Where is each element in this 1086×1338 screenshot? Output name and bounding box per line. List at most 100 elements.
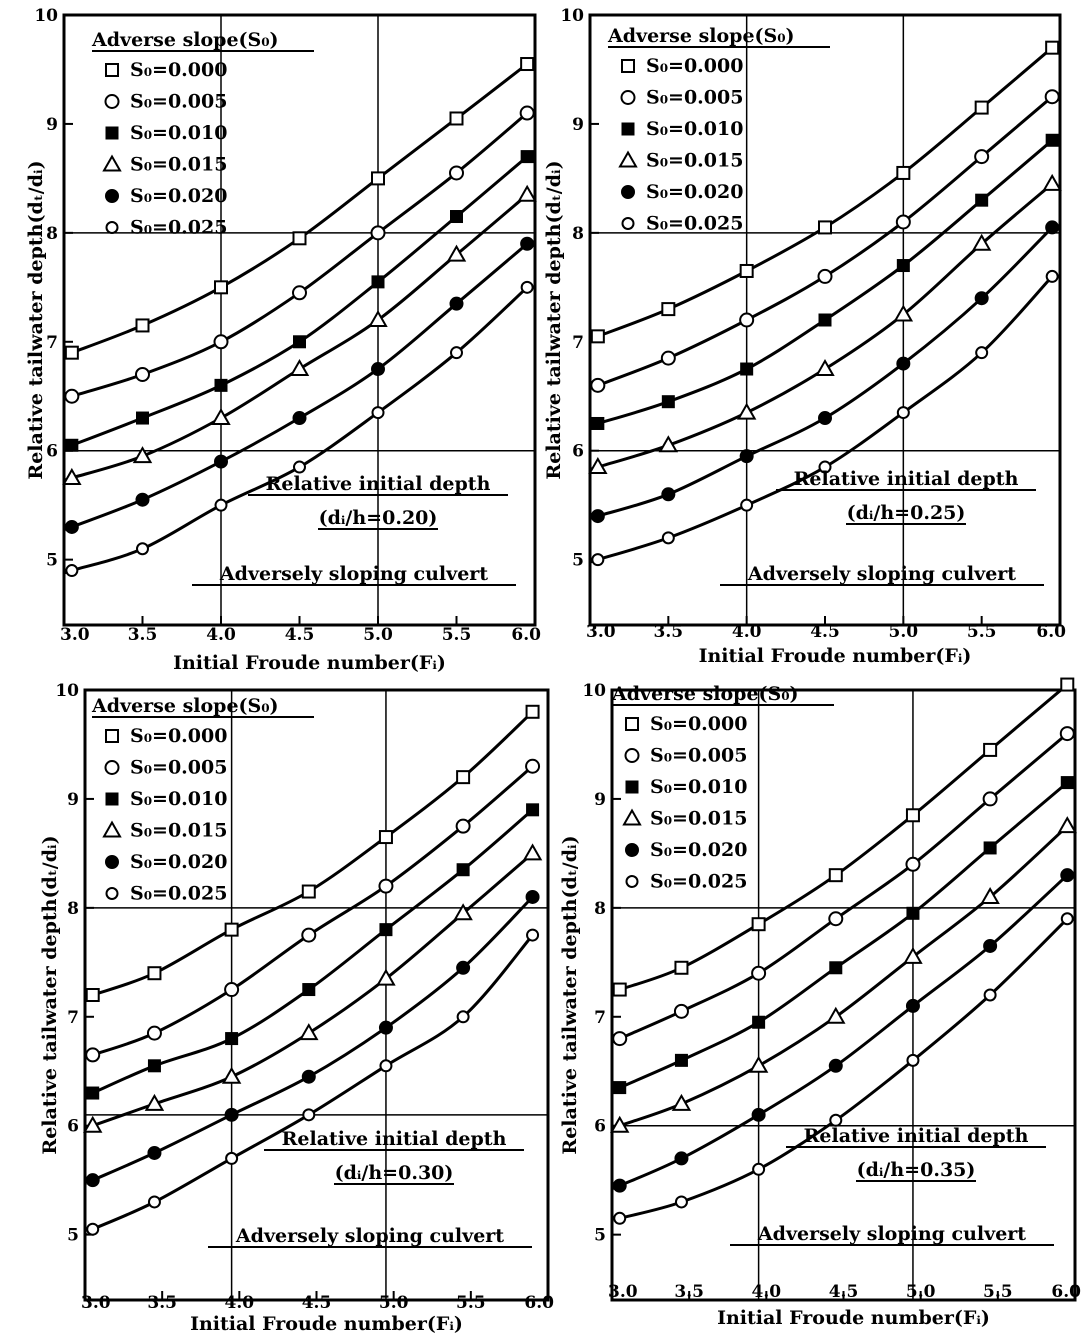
data-point <box>661 395 675 409</box>
y-tick-label: 7 <box>46 333 58 353</box>
data-point <box>146 1025 162 1041</box>
y-axis-label: Relative tailwater depth(dₜ/dᵢ) <box>25 160 47 479</box>
plot-frame <box>83 688 550 1302</box>
legend-marker <box>625 875 639 888</box>
data-point <box>378 1020 393 1035</box>
x-tick-label: 6.0 <box>1051 1282 1081 1302</box>
y-axis-label: Relative tailwater depth(dₜ/dᵢ) <box>559 835 581 1154</box>
data-point <box>449 296 464 311</box>
data-point <box>613 1081 627 1095</box>
data-point <box>525 889 540 904</box>
data-point <box>895 214 911 230</box>
data-point <box>86 1222 100 1236</box>
data-point <box>293 460 306 474</box>
data-point <box>293 335 306 349</box>
data-point <box>906 906 920 920</box>
x-tick-label: 4.5 <box>810 622 840 642</box>
data-point <box>64 345 79 360</box>
data-point <box>224 1107 239 1122</box>
legend-title: Adverse slope(S₀) <box>91 29 279 51</box>
legend-marker <box>102 154 122 172</box>
data-point <box>983 988 997 1002</box>
y-tick-label: 7 <box>594 1008 606 1028</box>
data-point <box>1045 269 1059 283</box>
legend-marker <box>621 122 635 136</box>
data-point <box>449 111 464 126</box>
data-point <box>449 165 464 181</box>
x-tick-label: 6.0 <box>1036 622 1066 642</box>
legend-entry: S₀=0.025 <box>130 217 227 239</box>
data-point <box>292 411 307 426</box>
x-tick-label: 3.5 <box>654 622 684 642</box>
y-tick-label: 7 <box>572 333 584 353</box>
data-point <box>1045 133 1059 147</box>
data-point <box>983 938 998 953</box>
y-tick-label: 6 <box>572 442 584 462</box>
depth-annotation-title: Relative initial depth <box>794 468 1019 490</box>
data-point <box>612 982 627 997</box>
y-tick-label: 6 <box>67 1117 79 1137</box>
x-axis-label: Initial Froude number(Fᵢ) <box>173 652 446 674</box>
culvert-annotation: Adversely sloping culvert <box>235 1225 504 1247</box>
y-tick-label: 6 <box>46 442 58 462</box>
x-tick-label: 6.0 <box>511 625 541 645</box>
x-tick-label: 5.5 <box>442 625 472 645</box>
data-point <box>368 309 388 327</box>
data-point <box>519 105 535 121</box>
data-point <box>147 1145 162 1160</box>
data-point <box>371 275 385 289</box>
data-point <box>739 263 754 278</box>
data-point <box>751 965 767 981</box>
data-point <box>896 165 911 180</box>
data-point <box>905 808 920 823</box>
data-point <box>896 356 911 371</box>
x-tick-label: 3.0 <box>60 625 90 645</box>
data-point <box>301 1069 316 1084</box>
data-point <box>660 350 676 366</box>
data-point <box>1045 220 1060 235</box>
data-point <box>370 225 386 241</box>
legend-marker <box>105 63 119 77</box>
data-point <box>975 193 989 207</box>
data-point <box>520 236 535 251</box>
y-axis-label: Relative tailwater depth(dₜ/dᵢ) <box>39 835 61 1154</box>
depth-annotation-title: Relative initial depth <box>266 473 491 495</box>
data-point <box>214 498 228 512</box>
data-point <box>455 818 471 834</box>
data-point <box>1042 173 1062 191</box>
depth-annotation-title: Relative initial depth <box>804 1125 1029 1147</box>
data-point <box>456 770 471 785</box>
culvert-annotation: Adversely sloping culvert <box>219 563 488 585</box>
x-tick-label: 5.0 <box>889 622 919 642</box>
x-tick-label: 4.0 <box>206 625 236 645</box>
legend-entry: S₀=0.020 <box>646 181 743 203</box>
legend-marker <box>621 185 635 199</box>
y-tick-label: 5 <box>572 551 584 571</box>
legend-marker <box>104 94 120 109</box>
data-point <box>982 791 998 807</box>
legend-entry: S₀=0.015 <box>646 150 743 172</box>
x-tick-label: 3.5 <box>147 1293 177 1313</box>
data-point <box>301 927 317 943</box>
data-point <box>132 446 153 464</box>
x-tick-label: 4.0 <box>752 1282 782 1302</box>
data-point <box>85 1047 101 1063</box>
data-point <box>1045 40 1060 55</box>
data-point <box>903 946 923 964</box>
y-tick-label: 10 <box>582 681 606 701</box>
x-tick-label: 3.0 <box>608 1282 638 1302</box>
legend-entry: S₀=0.000 <box>646 55 743 77</box>
data-point <box>64 519 79 534</box>
data-point <box>65 438 79 452</box>
data-point <box>983 841 997 855</box>
legend-title: Adverse slope(S₀) <box>611 683 799 705</box>
data-point <box>302 983 316 997</box>
y-tick-label: 6 <box>594 1117 606 1137</box>
legend-entry: S₀=0.005 <box>130 757 227 779</box>
data-point <box>828 1058 843 1073</box>
data-point <box>82 1115 103 1133</box>
legend-entry: S₀=0.025 <box>646 213 743 235</box>
data-point <box>751 917 766 932</box>
data-point <box>671 1093 692 1111</box>
legend-marker <box>620 90 636 105</box>
